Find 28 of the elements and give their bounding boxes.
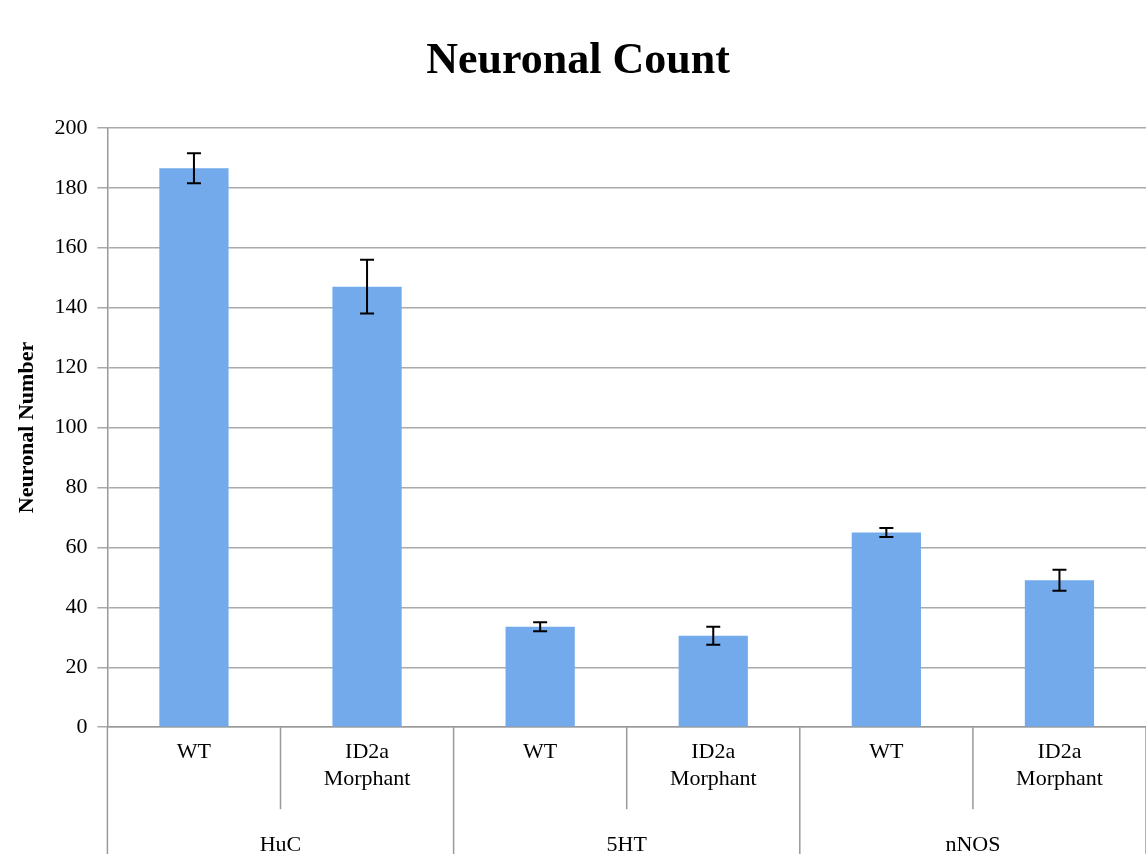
y-tick-label: 160 (54, 233, 88, 259)
y-tick-label: 60 (65, 533, 88, 559)
bar (159, 168, 229, 727)
bar (332, 286, 402, 727)
bar (851, 532, 921, 727)
x-tick-label: ID2a Morphant (669, 738, 757, 790)
bar (505, 626, 575, 727)
text: HuC (259, 830, 302, 854)
y-tick-label: 200 (54, 113, 88, 139)
bar (1024, 580, 1095, 727)
x-tick-label: WT (176, 738, 212, 764)
x-tick-label: WT (523, 738, 558, 764)
x-tick-label: ID2a Morphant (1016, 738, 1103, 790)
y-tick-label: 0 (76, 712, 88, 738)
y-tick-label: 140 (54, 293, 88, 319)
text: nNOS (945, 830, 1001, 854)
x-tick-label: WT (869, 738, 905, 764)
y-axis-title: Neuronal Number (12, 341, 38, 514)
y-tick-label: 180 (54, 173, 88, 199)
text: 5HT (606, 830, 648, 854)
y-tick-label: 80 (65, 473, 88, 499)
y-tick-label: 100 (54, 413, 88, 439)
y-tick-label: 120 (54, 353, 88, 379)
x-tick-label: ID2a Morphant (323, 738, 411, 790)
y-tick-label: 20 (65, 653, 88, 679)
y-tick-label: 40 (65, 593, 88, 619)
chart-title: Neuronal Count (426, 33, 731, 83)
bar (678, 635, 748, 727)
